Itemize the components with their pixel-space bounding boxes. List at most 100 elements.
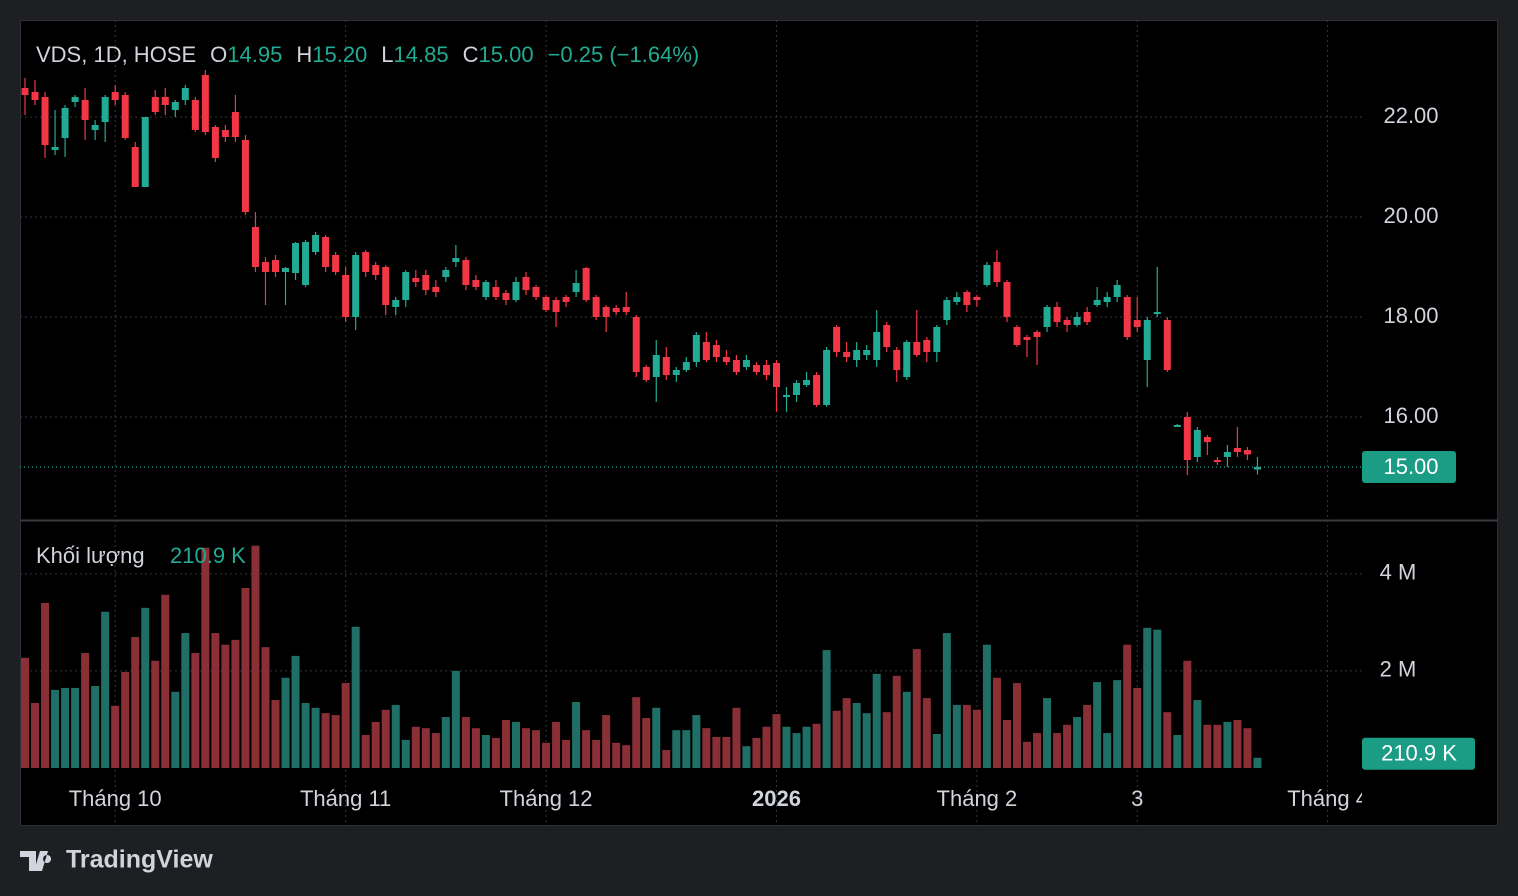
- volume-bar: [411, 726, 420, 768]
- volume-bar: [141, 607, 150, 768]
- volume-legend-value: 210.9 K: [170, 543, 246, 568]
- volume-bar: [1023, 741, 1031, 768]
- volume-bar: [1173, 734, 1182, 768]
- candle-body: [452, 258, 460, 262]
- candle-body: [542, 297, 550, 310]
- candle-body: [622, 307, 630, 312]
- candle-body: [352, 255, 360, 317]
- candle-body: [241, 140, 249, 212]
- candle-body: [612, 308, 620, 312]
- volume-bar: [862, 713, 871, 768]
- volume-bar: [251, 545, 260, 768]
- volume-bar: [231, 639, 240, 768]
- volume-bar: [982, 644, 991, 768]
- candle-body: [773, 363, 780, 387]
- x-tick-label: 2026: [752, 786, 801, 811]
- volume-bar: [662, 750, 671, 768]
- volume-bar: [572, 701, 581, 768]
- candle-body: [823, 350, 831, 405]
- candle-body: [111, 92, 119, 100]
- candle-body: [1123, 297, 1131, 337]
- x-tick-label: Tháng 4: [1287, 786, 1368, 811]
- y-tick-label: 16.00: [1383, 403, 1438, 428]
- volume-bar: [201, 547, 210, 768]
- x-tick-label: 3: [1131, 786, 1143, 811]
- volume-bar: [622, 745, 631, 768]
- volume-bar: [712, 736, 721, 768]
- candle-body: [522, 277, 530, 290]
- volume-bar: [361, 734, 370, 768]
- volume-bar: [762, 726, 771, 768]
- candle-body: [1143, 320, 1151, 360]
- candle-body: [131, 147, 139, 187]
- candle-body: [903, 342, 911, 377]
- candle-body: [231, 112, 239, 137]
- volume-bar: [211, 633, 220, 768]
- volume-bar: [381, 709, 390, 768]
- candle-body: [702, 342, 710, 360]
- legend-item: C: [463, 42, 479, 67]
- volume-bar: [291, 655, 300, 768]
- volume-bar: [451, 670, 460, 768]
- volume-bar: [972, 709, 981, 768]
- candle-body: [652, 355, 660, 377]
- volume-bar: [902, 691, 911, 768]
- volume-bar: [562, 739, 571, 768]
- candle-body: [863, 350, 871, 355]
- volume-bar: [932, 734, 941, 768]
- candle-body: [21, 88, 29, 95]
- legend-item: −0.25 (−1.64%): [548, 42, 700, 67]
- candle-body: [883, 325, 891, 347]
- legend-header: VDS, 1D, HOSE O14.95 H15.20 L14.85 C15.00 −0.…: [36, 42, 699, 67]
- volume-badge-label: 210.9 K: [1381, 741, 1457, 766]
- candle-body: [372, 265, 380, 275]
- volume-bar: [532, 730, 541, 768]
- volume-bar: [792, 733, 801, 768]
- volume-bar: [752, 737, 761, 768]
- candle-body: [272, 260, 279, 272]
- volume-bar: [1243, 728, 1252, 768]
- candle-body: [101, 97, 109, 122]
- volume-bar: [1203, 724, 1212, 768]
- volume-bar: [241, 587, 250, 768]
- volume-bar: [91, 685, 100, 768]
- candle-body: [632, 317, 640, 372]
- last-price-badge: [1362, 451, 1456, 483]
- volume-bar: [441, 717, 450, 768]
- candle-body: [1023, 337, 1031, 340]
- candle-body: [332, 255, 340, 272]
- volume-bar: [1153, 629, 1162, 768]
- candle-body: [121, 95, 129, 138]
- volume-bar: [221, 644, 230, 768]
- candle-body: [1223, 452, 1231, 457]
- candle-body: [1233, 448, 1241, 452]
- candle-body: [342, 275, 350, 317]
- volume-pane: [21, 545, 1262, 768]
- candle-body: [532, 287, 540, 297]
- candle-body: [251, 227, 259, 267]
- volume-bar: [371, 721, 380, 768]
- candle-body: [201, 75, 209, 132]
- volume-bar: [261, 647, 270, 768]
- candle-body: [412, 278, 420, 282]
- volume-bar: [772, 714, 781, 768]
- volume-bar: [341, 683, 350, 768]
- candle-body: [171, 102, 179, 110]
- candle-body: [422, 275, 430, 290]
- volume-bar: [642, 718, 651, 768]
- candle-body: [712, 345, 720, 357]
- candle-body: [211, 127, 219, 158]
- candle-body: [1093, 300, 1101, 305]
- candle-body: [392, 300, 400, 307]
- brand-logo: [20, 851, 52, 871]
- volume-bar: [1163, 712, 1172, 768]
- volume-bar: [722, 736, 731, 768]
- candle-body: [261, 262, 269, 272]
- candle-body: [602, 307, 610, 317]
- volume-bar: [1133, 687, 1142, 768]
- legend-item: 14.95: [227, 42, 282, 67]
- volume-bar: [301, 702, 310, 768]
- candle-body: [953, 297, 961, 302]
- candle-body: [1193, 430, 1201, 457]
